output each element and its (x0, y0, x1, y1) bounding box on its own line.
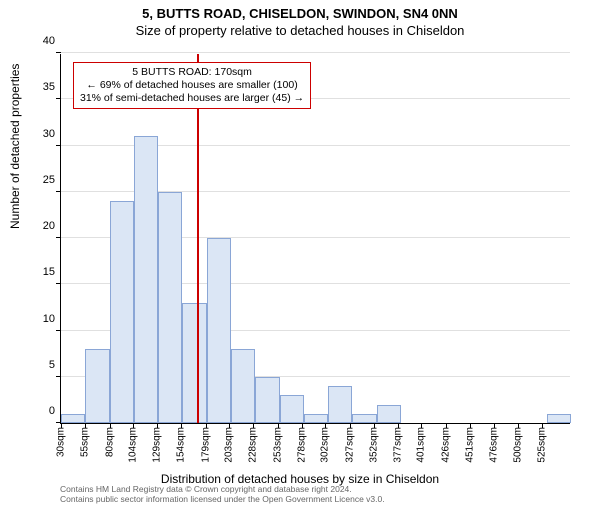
y-tick-label: 30 (43, 128, 61, 140)
histogram-plot: 051015202530354030sqm55sqm80sqm104sqm129… (60, 54, 570, 424)
x-tick-label: 476sqm (489, 427, 500, 463)
x-tick-label: 129sqm (152, 427, 163, 463)
x-tick-label: 228sqm (248, 427, 259, 463)
y-tick-label: 25 (43, 174, 61, 186)
gridline (61, 52, 570, 53)
x-tick-label: 426sqm (440, 427, 451, 463)
y-tick (56, 191, 61, 192)
y-tick (56, 145, 61, 146)
x-tick-label: 203sqm (224, 427, 235, 463)
x-tick-label: 525sqm (536, 427, 547, 463)
annotation-line-1: 5 BUTTS ROAD: 170sqm (80, 66, 304, 79)
histogram-bar (377, 405, 401, 424)
address-title: 5, BUTTS ROAD, CHISELDON, SWINDON, SN4 0… (0, 6, 600, 21)
y-tick (56, 283, 61, 284)
y-tick (56, 330, 61, 331)
histogram-bar (182, 303, 206, 423)
annotation-line-3: 31% of semi-detached houses are larger (… (80, 92, 304, 105)
x-tick-label: 104sqm (127, 427, 138, 463)
histogram-bar (280, 395, 304, 423)
x-tick-label: 30sqm (56, 427, 67, 457)
histogram-bar (158, 192, 182, 423)
x-tick-label: 278sqm (296, 427, 307, 463)
y-tick-label: 0 (49, 405, 61, 417)
histogram-bar (547, 414, 571, 423)
histogram-bar (231, 349, 255, 423)
x-tick-label: 154sqm (176, 427, 187, 463)
annotation-line-2: ← 69% of detached houses are smaller (10… (80, 79, 304, 92)
footer-line-2: Contains public sector information licen… (60, 495, 385, 505)
x-tick-label: 500sqm (512, 427, 523, 463)
y-tick-label: 10 (43, 313, 61, 325)
x-tick-label: 80sqm (104, 427, 115, 457)
histogram-bar (134, 136, 158, 423)
chart-header: 5, BUTTS ROAD, CHISELDON, SWINDON, SN4 0… (0, 6, 600, 38)
histogram-bar (207, 238, 231, 423)
histogram-bar (85, 349, 109, 423)
x-tick-label: 253sqm (272, 427, 283, 463)
x-tick-label: 55sqm (80, 427, 91, 457)
histogram-bar (61, 414, 85, 423)
y-tick-label: 15 (43, 266, 61, 278)
footer-credits: Contains HM Land Registry data © Crown c… (60, 485, 385, 505)
x-tick-label: 302sqm (320, 427, 331, 463)
histogram-bar (328, 386, 352, 423)
x-tick-label: 401sqm (416, 427, 427, 463)
y-tick (56, 237, 61, 238)
y-axis-label: Number of detached properties (8, 64, 22, 229)
histogram-bar (304, 414, 328, 423)
y-tick-label: 20 (43, 220, 61, 232)
x-tick-label: 327sqm (344, 427, 355, 463)
histogram-bar (110, 201, 134, 423)
y-tick (56, 98, 61, 99)
y-tick-label: 35 (43, 81, 61, 93)
y-tick (56, 52, 61, 53)
histogram-bar (255, 377, 279, 423)
y-tick (56, 376, 61, 377)
x-tick-label: 179sqm (200, 427, 211, 463)
x-tick-label: 377sqm (393, 427, 404, 463)
y-tick-label: 5 (49, 359, 61, 371)
subtitle: Size of property relative to detached ho… (0, 23, 600, 38)
x-tick-label: 352sqm (368, 427, 379, 463)
x-tick-label: 451sqm (464, 427, 475, 463)
histogram-bar (352, 414, 376, 423)
y-tick-label: 40 (43, 35, 61, 47)
reference-annotation: 5 BUTTS ROAD: 170sqm ← 69% of detached h… (73, 62, 311, 109)
